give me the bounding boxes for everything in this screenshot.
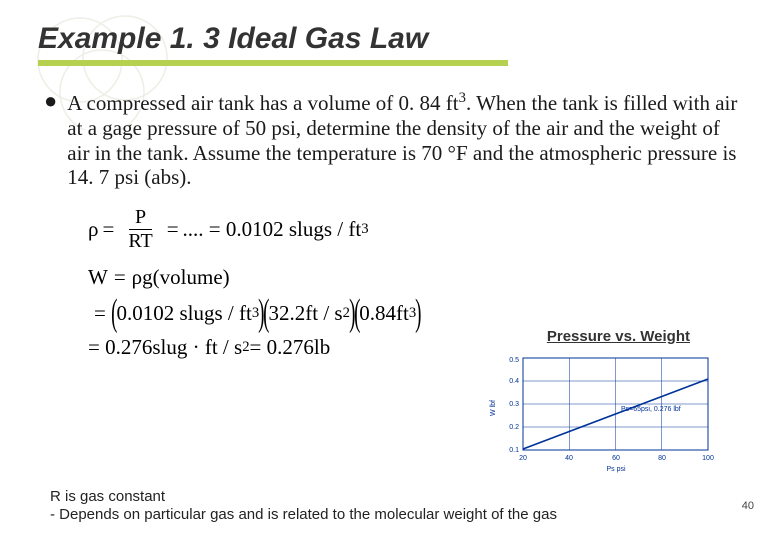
chart-annotation: Ps=65psi, 0.276 lbf (621, 406, 681, 413)
page-number: 40 (742, 500, 754, 512)
lparen2: ( (263, 300, 269, 327)
term3: 0.84ft (359, 301, 409, 326)
pressure-weight-chart: Ps=65psi, 0.276 lbf 0.1 0.2 0.3 0.4 0.5 … (485, 350, 720, 475)
bullet-item: ● A compressed air tank has a volume of … (44, 90, 742, 190)
svg-text:0.1: 0.1 (509, 447, 519, 454)
term2: 32.2ft / s (269, 301, 343, 326)
result-exp: 2 (242, 339, 249, 356)
svg-text:0.2: 0.2 (509, 424, 519, 431)
density-result: .... = 0.0102 slugs / ft (183, 217, 362, 242)
chart-xlabel: Ps psi (606, 466, 626, 473)
bullet-marker: ● (44, 90, 57, 112)
slide-title: Example 1. 3 Ideal Gas Law (38, 22, 742, 56)
eq-sign: = (102, 217, 114, 242)
W-symbol: W (88, 265, 108, 290)
rho-symbol: ρ (88, 217, 98, 242)
svg-text:0.3: 0.3 (509, 401, 519, 408)
svg-text:20: 20 (519, 455, 527, 462)
density-exp: 3 (361, 221, 368, 238)
footer-line2: - Depends on particular gas and is relat… (50, 506, 557, 524)
slide-content: Example 1. 3 Ideal Gas Law ● A compresse… (0, 0, 780, 360)
eq-sign4: = (94, 301, 106, 326)
title-underline (38, 60, 508, 66)
svg-text:40: 40 (565, 455, 573, 462)
chart-title: Pressure vs. Weight (547, 328, 690, 345)
eq-sign2: = (167, 217, 179, 242)
term1: 0.0102 slugs / ft (117, 301, 252, 326)
result-b: = 0.276lb (250, 335, 331, 360)
footer-line1: R is gas constant (50, 488, 557, 506)
body-paragraph: A compressed air tank has a volume of 0.… (67, 90, 742, 190)
svg-text:80: 80 (658, 455, 666, 462)
svg-text:0.4: 0.4 (509, 378, 519, 385)
body-line1a: A compressed air tank has a volume of 0.… (67, 91, 458, 115)
numerator-P: P (129, 206, 152, 230)
lparen3: ( (354, 300, 360, 327)
equation-density: ρ = P RT = .... = 0.0102 slugs / ft3 (88, 206, 742, 253)
exp-3: 3 (459, 90, 466, 106)
rhog-vol: ρg(volume) (132, 265, 230, 290)
footer-note: R is gas constant - Depends on particula… (50, 488, 557, 524)
equation-weight-calc: = ( 0.0102 slugs / ft3 ) ( 32.2ft / s2 )… (88, 300, 742, 327)
denominator-RT: RT (122, 230, 158, 253)
eq-sign3: = (114, 265, 126, 290)
svg-text:0.5: 0.5 (509, 357, 519, 364)
equation-weight-def: W = ρg(volume) (88, 265, 742, 290)
fraction-P-RT: P RT (122, 206, 158, 253)
svg-text:60: 60 (612, 455, 620, 462)
rparen3: ) (415, 300, 421, 327)
lparen1: ( (111, 300, 117, 327)
chart-ylabel: W lbf (490, 400, 497, 416)
result-a: = 0.276slug · ft / s (88, 335, 242, 360)
body-line1b: . When the tank is (466, 91, 618, 115)
svg-text:100: 100 (702, 455, 714, 462)
